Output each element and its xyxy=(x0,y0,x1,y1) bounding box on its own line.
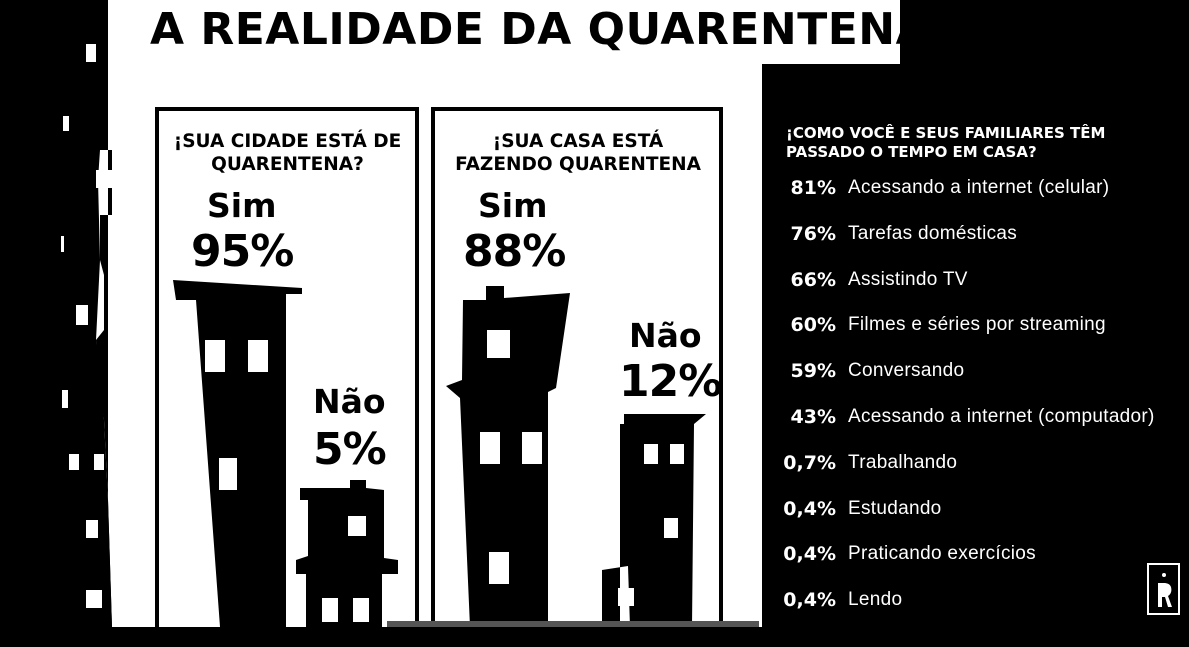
infographic-canvas xyxy=(60,0,900,627)
activity-percent: 0,4% xyxy=(783,543,836,566)
panel1-yes-value: 95% xyxy=(191,226,294,277)
left-skyline-silhouette xyxy=(60,0,112,627)
activity-percent: 59% xyxy=(790,360,836,383)
activity-row: 43% Acessando a internet (computador) xyxy=(770,402,1155,432)
horizontal-scrollbar[interactable] xyxy=(387,621,759,627)
activity-label: Filmes e séries por streaming xyxy=(848,314,1106,336)
activity-label: Estudando xyxy=(848,497,942,519)
activity-row: 0,4% Lendo xyxy=(770,585,902,615)
activity-label: Tarefas domésticas xyxy=(848,222,1018,244)
activity-percent: 0,7% xyxy=(783,451,836,474)
panel2-no-value: 12% xyxy=(619,356,722,407)
activity-row: 0,4% Estudando xyxy=(770,494,942,524)
panel1-no-value: 5% xyxy=(313,424,387,475)
activity-percent: 0,4% xyxy=(783,497,836,520)
activity-label: Trabalhando xyxy=(848,451,958,473)
brand-logo xyxy=(1147,563,1180,615)
activity-percent: 0,4% xyxy=(783,589,836,612)
panel2-yes-value: 88% xyxy=(463,226,566,277)
activity-row: 0,7% Trabalhando xyxy=(770,448,957,478)
panel1-yes-label: Sim xyxy=(207,186,277,225)
activity-row: 59% Conversando xyxy=(770,356,965,386)
activity-label: Conversando xyxy=(848,360,965,382)
logo-mark-icon xyxy=(1158,573,1172,607)
panel1-yes-building xyxy=(173,280,302,627)
panel1-no-label: Não xyxy=(313,382,386,421)
panel2-no-label: Não xyxy=(629,316,702,355)
page-title: A REALIDADE DA QUARENTENA xyxy=(150,4,931,55)
panel1-no-building xyxy=(296,480,398,627)
activity-row: 81% Acessando a internet (celular) xyxy=(770,173,1110,203)
panel1-question: ¡SUA CIDADE ESTÁ DE QUARENTENA? xyxy=(173,131,402,175)
panel-city-quarantine xyxy=(155,107,419,647)
panel2-no-building xyxy=(602,414,706,627)
activity-row: 60% Filmes e séries por streaming xyxy=(770,310,1106,340)
left-skyline-windows xyxy=(61,44,112,608)
activities-question: ¡COMO VOCÊ E SEUS FAMILIARES TÊM PASSADO… xyxy=(786,124,1106,161)
activity-percent: 81% xyxy=(790,177,836,199)
activity-label: Lendo xyxy=(848,589,903,611)
activity-row: 0,4% Praticando exercícios xyxy=(770,539,1036,569)
activity-row: 66% Assistindo TV xyxy=(770,265,968,295)
panel2-yes-label: Sim xyxy=(478,186,548,225)
activity-label: Assistindo TV xyxy=(848,268,968,290)
activity-percent: 76% xyxy=(790,222,836,245)
panel2-question: ¡SUA CASA ESTÁ FAZENDO QUARENTENA xyxy=(455,131,701,175)
activity-percent: 43% xyxy=(790,406,836,428)
activity-label: Praticando exercícios xyxy=(848,543,1036,565)
activity-label: Acessando a internet (computador) xyxy=(848,406,1155,427)
panel2-yes-building xyxy=(446,286,570,627)
activity-label: Acessando a internet (celular) xyxy=(848,177,1110,198)
activity-percent: 60% xyxy=(790,314,836,337)
activity-percent: 66% xyxy=(790,268,836,291)
activity-row: 76% Tarefas domésticas xyxy=(770,219,1017,249)
